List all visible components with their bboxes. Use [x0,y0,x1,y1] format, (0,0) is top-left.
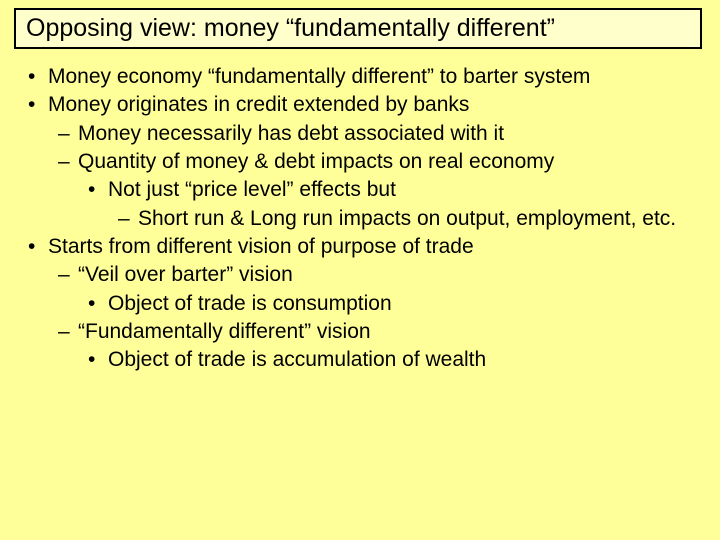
bullet-item: Money originates in credit extended by b… [20,91,706,119]
bullet-item: Starts from different vision of purpose … [20,233,706,261]
bullet-item: Quantity of money & debt impacts on real… [20,148,706,176]
bullet-item: Money necessarily has debt associated wi… [20,120,706,148]
title-box: Opposing view: money “fundamentally diff… [14,8,702,49]
slide-container: Opposing view: money “fundamentally diff… [0,0,720,540]
bullet-item: Object of trade is accumulation of wealt… [20,346,706,374]
bullet-item: “Veil over barter” vision [20,261,706,289]
slide-title: Opposing view: money “fundamentally diff… [26,14,690,43]
bullet-item: Object of trade is consumption [20,290,706,318]
bullet-item: “Fundamentally different” vision [20,318,706,346]
bullet-item: Not just “price level” effects but [20,176,706,204]
bullet-item: Short run & Long run impacts on output, … [20,205,706,233]
slide-body: Money economy “fundamentally different” … [14,63,706,375]
bullet-item: Money economy “fundamentally different” … [20,63,706,91]
